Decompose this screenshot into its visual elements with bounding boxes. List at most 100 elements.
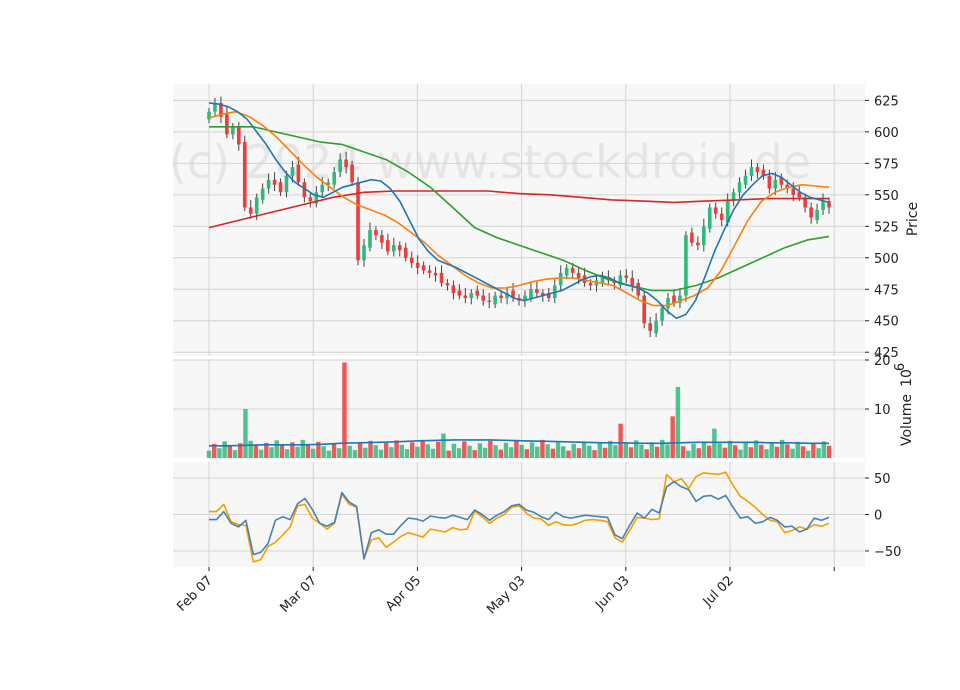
price-tick-label: 475: [874, 283, 899, 298]
candle-body: [231, 126, 235, 135]
volume-bar: [274, 440, 279, 458]
candle-body: [421, 265, 426, 271]
volume-bar: [331, 443, 337, 458]
candle-body: [773, 179, 778, 189]
price-tick-label: 550: [874, 189, 899, 204]
candle-body: [576, 272, 581, 278]
candle-body: [308, 197, 313, 202]
candle-body: [678, 295, 682, 304]
volume-bar: [503, 442, 509, 458]
volume-bar: [628, 447, 634, 458]
volume-bar: [602, 447, 608, 458]
ma-long-line: [209, 126, 830, 292]
candle-body: [755, 167, 760, 173]
oscillator-tick-label: −50: [874, 545, 901, 560]
volume-tick-label: 10: [874, 403, 891, 418]
volume-bar: [790, 448, 795, 458]
volume-bar: [649, 442, 655, 458]
volume-axis-label: Volume: [899, 394, 915, 446]
volume-bar: [524, 449, 530, 458]
volume-bar: [597, 443, 602, 458]
candle-body: [392, 245, 396, 252]
candle-body: [600, 277, 605, 283]
volume-bar: [217, 448, 222, 458]
candle-body: [469, 293, 474, 299]
volume-bar: [352, 450, 358, 458]
volume-bar: [441, 433, 446, 458]
candle-body: [564, 267, 569, 276]
volume-bar: [305, 444, 311, 458]
candle-body: [433, 272, 438, 276]
candle-body: [541, 293, 545, 296]
volume-bar: [555, 441, 561, 458]
candle-body: [403, 247, 408, 258]
volume-bar: [248, 440, 253, 458]
price-tick-label: 525: [874, 220, 899, 235]
candle-body: [242, 141, 247, 208]
volume-bar: [472, 450, 477, 458]
oscillator-line-1: [209, 480, 830, 560]
candle-body: [284, 175, 289, 193]
volume-bar: [368, 440, 373, 458]
candle-body: [248, 207, 253, 214]
volume-bar: [753, 440, 759, 458]
candle-body: [815, 209, 819, 220]
volume-tick-label: 20: [874, 354, 891, 369]
candle-body: [702, 226, 706, 246]
oscillator-line-2: [209, 471, 830, 563]
volume-bar: [310, 448, 316, 458]
x-tick-label: Jun 03: [592, 573, 632, 613]
candle-body: [630, 277, 635, 286]
volume-bar: [774, 446, 780, 458]
price-panel: [173, 84, 865, 356]
x-tick-label: Apr 05: [383, 573, 424, 614]
volume-bar: [269, 447, 274, 458]
candle-body: [749, 167, 754, 176]
volume-bar: [316, 441, 321, 458]
candle-body: [397, 245, 402, 251]
candle-body: [511, 290, 515, 299]
candle-body: [761, 169, 766, 176]
candle-body: [290, 167, 295, 176]
volume-bar: [488, 440, 493, 458]
volume-bar: [206, 450, 212, 458]
candle-body: [481, 295, 486, 301]
volume-bar: [800, 446, 806, 458]
volume-bar: [581, 441, 587, 458]
volume-bar: [592, 450, 597, 458]
volume-bar: [243, 409, 248, 458]
ma-mid-line: [208, 110, 830, 307]
price-axis-label: Price: [905, 202, 921, 236]
indicator-lines: [208, 102, 830, 563]
volume-bar: [383, 442, 389, 458]
candle-body: [439, 272, 444, 283]
volume-bar: [378, 449, 384, 458]
candle-body: [296, 164, 301, 183]
candle-body: [797, 192, 801, 198]
volume-bar: [347, 445, 352, 458]
candle-body: [356, 182, 360, 261]
volume-bar: [665, 444, 670, 458]
candle-body: [415, 262, 420, 268]
candle-body: [362, 245, 366, 261]
volume-bar: [540, 439, 545, 458]
candle-body: [314, 192, 319, 204]
price-tick-label: 625: [874, 94, 899, 109]
candle-body: [386, 240, 390, 252]
volume-bar: [660, 439, 665, 458]
candle-body: [427, 270, 432, 273]
x-tick-label: Mar 07: [277, 573, 320, 616]
candle-body: [213, 102, 217, 112]
candle-body: [535, 289, 539, 294]
candle-body: [654, 320, 658, 334]
volume-bar: [618, 423, 623, 458]
candle-body: [558, 272, 563, 286]
candle-body: [713, 207, 718, 214]
volume-bar: [232, 450, 238, 458]
volume-bar: [759, 444, 764, 458]
price-tick-label: 500: [874, 252, 899, 267]
volume-bar: [290, 442, 295, 458]
candle-body: [660, 308, 664, 321]
candle-body: [785, 184, 790, 189]
candle-body: [254, 197, 259, 214]
